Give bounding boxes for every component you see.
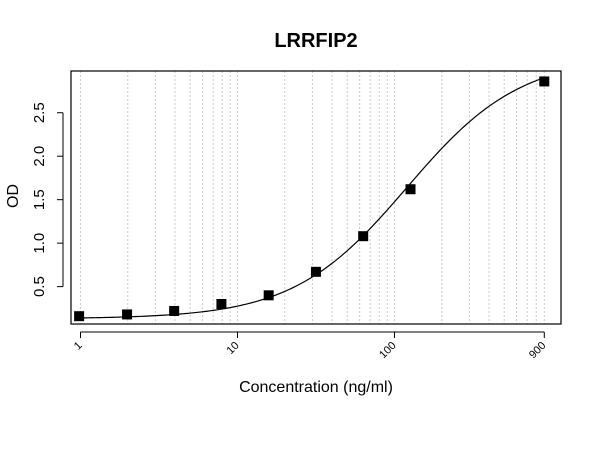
plot-frame	[70, 70, 562, 325]
y-tick-label: 0.5	[31, 276, 48, 297]
data-point	[405, 184, 416, 195]
y-axis: 0.5 1.0 1.5 2.0 2.5	[31, 102, 64, 297]
x-tick-label: 1	[72, 340, 85, 353]
fit-curve	[79, 77, 545, 319]
chart-title: LRRFIP2	[274, 30, 357, 52]
data-point	[74, 311, 85, 322]
y-tick-label: 2.0	[31, 146, 48, 167]
x-tick-label: 100	[377, 340, 398, 361]
y-tick-label: 2.5	[31, 102, 48, 123]
x-axis: 1 10 100 900	[72, 331, 548, 361]
data-point	[358, 231, 369, 242]
data-point	[169, 305, 180, 316]
data-point	[263, 290, 274, 301]
y-axis-label: OD	[5, 184, 22, 208]
y-tick-label: 1.0	[31, 233, 48, 254]
data-points	[74, 76, 550, 322]
data-point	[216, 299, 227, 310]
x-tick-label: 900	[527, 340, 548, 361]
x-tick-label: 10	[225, 340, 242, 357]
data-point	[122, 309, 133, 320]
y-tick-label: 1.5	[31, 189, 48, 210]
data-point	[310, 266, 321, 277]
grid-lines	[79, 71, 545, 324]
data-point	[539, 76, 550, 87]
x-axis-label: Concentration (ng/ml)	[239, 379, 393, 396]
